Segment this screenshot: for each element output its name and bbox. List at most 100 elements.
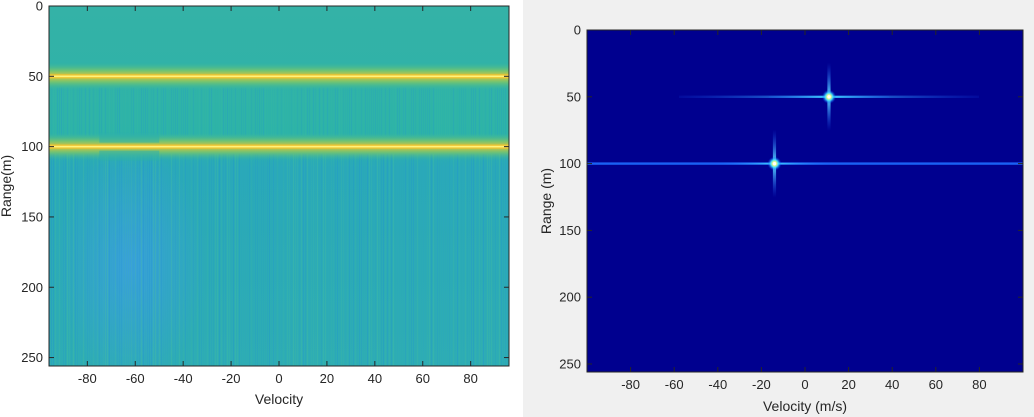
left-noise-column <box>143 153 144 366</box>
left-noise-column <box>219 87 220 136</box>
left-noise-column <box>387 153 388 366</box>
left-noise-column <box>389 87 390 136</box>
left-y-tick-label: 50 <box>29 69 43 84</box>
left-noise-column <box>145 87 146 136</box>
left-noise-column <box>307 87 308 136</box>
left-noise-column <box>295 87 296 136</box>
left-noise-column <box>89 153 90 366</box>
right-y-tick-label: 0 <box>574 23 581 38</box>
left-noise-column <box>341 153 342 366</box>
range-doppler-map-chart: -80 -60 -40 -20 0 20 40 60 80 0 50 100 150 200 250 Ve… <box>538 23 1024 414</box>
left-noise-column <box>207 87 208 136</box>
left-noise-column <box>393 87 394 136</box>
left-noise-column <box>331 153 332 366</box>
left-noise-column <box>195 87 196 136</box>
left-noise-column <box>309 153 310 366</box>
left-noise-column <box>159 153 160 366</box>
left-noise-column <box>99 153 100 366</box>
right-x-tick-label: 0 <box>801 377 808 392</box>
left-noise-column <box>427 153 428 366</box>
left-noise-column <box>469 153 470 366</box>
left-noise-column <box>471 153 472 366</box>
left-noise-column <box>425 87 426 136</box>
left-noise-column <box>153 153 154 366</box>
left-noise-column <box>355 87 356 136</box>
left-noise-column <box>123 153 124 366</box>
left-noise-column <box>133 153 134 366</box>
left-noise-column <box>111 87 112 136</box>
left-noise-column <box>287 87 288 136</box>
left-noise-column <box>357 153 358 366</box>
left-noise-column <box>301 153 302 366</box>
left-noise-column <box>345 153 346 366</box>
right-x-tick-label: -20 <box>752 377 771 392</box>
left-noise-column <box>427 87 428 136</box>
left-noise-column <box>443 153 444 366</box>
left-noise-column <box>151 87 152 136</box>
left-noise-column <box>429 153 430 366</box>
left-noise-column <box>147 87 148 136</box>
left-noise-column <box>453 153 454 366</box>
left-noise-column <box>129 87 130 136</box>
left-noise-column <box>301 87 302 136</box>
left-noise-column <box>93 153 94 366</box>
left-noise-column <box>321 87 322 136</box>
left-noise-column <box>181 87 182 136</box>
left-noise-column <box>179 153 180 366</box>
left-noise-column <box>179 87 180 136</box>
left-noise-column <box>413 87 414 136</box>
left-noise-column <box>365 87 366 136</box>
left-noise-column <box>185 87 186 136</box>
left-noise-column <box>419 153 420 366</box>
left-noise-column <box>95 153 96 366</box>
left-noise-column <box>73 87 74 136</box>
left-noise-column <box>465 153 466 366</box>
left-noise-column <box>193 153 194 366</box>
left-noise-column <box>91 153 92 366</box>
left-noise-column <box>227 153 228 366</box>
left-noise-column <box>255 87 256 136</box>
left-noise-column <box>347 153 348 366</box>
left-noise-column <box>135 87 136 136</box>
left-noise-column <box>253 87 254 136</box>
left-noise-column <box>417 87 418 136</box>
left-noise-column <box>497 87 498 136</box>
left-noise-column <box>77 153 78 366</box>
left-noise-column <box>339 153 340 366</box>
left-noise-column <box>243 153 244 366</box>
left-noise-column <box>431 153 432 366</box>
left-noise-column <box>307 153 308 366</box>
left-noise-column <box>189 153 190 366</box>
left-noise-column <box>397 87 398 136</box>
left-noise-column <box>199 87 200 136</box>
left-noise-column <box>67 153 68 366</box>
left-noise-column <box>67 87 68 136</box>
left-noise-column <box>243 87 244 136</box>
left-noise-column <box>503 153 504 366</box>
left-noise-column <box>329 87 330 136</box>
left-noise-column <box>303 87 304 136</box>
panel-divider <box>513 0 523 417</box>
left-x-tick-label: -40 <box>174 371 193 386</box>
left-noise-column <box>257 87 258 136</box>
left-noise-column <box>351 87 352 136</box>
left-noise-column <box>97 87 98 136</box>
left-noise-column <box>183 153 184 366</box>
left-noise-column <box>507 153 508 366</box>
left-noise-column <box>485 87 486 136</box>
left-noise-column <box>341 87 342 136</box>
left-noise-column <box>265 87 266 136</box>
left-noise-column <box>379 153 380 366</box>
left-noise-column <box>59 87 60 136</box>
left-noise-column <box>415 153 416 366</box>
left-noise-column <box>251 87 252 136</box>
left-noise-column <box>161 153 162 366</box>
left-x-tick-label: 60 <box>416 371 430 386</box>
left-noise-column <box>177 87 178 136</box>
left-noise-column <box>267 87 268 136</box>
left-noise-column <box>311 87 312 136</box>
left-noise-column <box>285 87 286 136</box>
left-noise-column <box>147 153 148 366</box>
left-noise-column <box>229 87 230 136</box>
left-noise-column <box>261 153 262 366</box>
